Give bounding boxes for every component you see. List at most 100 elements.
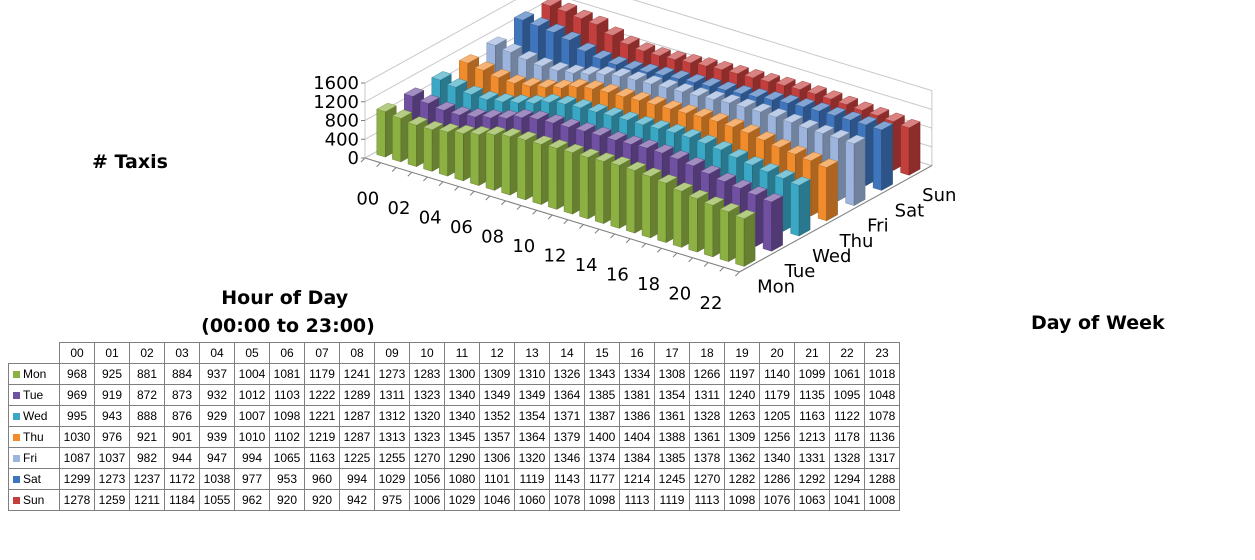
bar-face-top bbox=[767, 108, 788, 118]
table-column-header: 12 bbox=[479, 342, 515, 364]
table-cell: 1041 bbox=[829, 489, 865, 511]
bar-face-top bbox=[735, 98, 757, 108]
y-tick-label: Sun bbox=[922, 185, 956, 206]
bar-face-top bbox=[685, 73, 706, 83]
table-cell: 1364 bbox=[514, 426, 550, 448]
bar-face-top bbox=[845, 134, 866, 145]
table-cell: 1283 bbox=[409, 363, 445, 385]
table-cell: 1098 bbox=[269, 405, 305, 427]
series-name: Thu bbox=[23, 430, 44, 444]
bar-face-top bbox=[625, 161, 647, 171]
bar-face-front bbox=[376, 108, 386, 158]
bar-face-top bbox=[668, 150, 690, 160]
data-table: 00 01 02 03 04 05 06 07 08 09 10 11 12 13 14 15 16 17 18 19… bbox=[8, 342, 900, 511]
bar-face-top bbox=[653, 144, 674, 154]
bar-face-top bbox=[630, 91, 651, 101]
legend-swatch-icon bbox=[13, 392, 20, 400]
table-cell: 1007 bbox=[234, 405, 270, 427]
bar-face-front bbox=[548, 145, 558, 210]
table-cell: 1311 bbox=[689, 384, 725, 406]
x-tick-mark bbox=[360, 157, 366, 163]
table-cell: 1255 bbox=[374, 447, 410, 469]
bar-face-front bbox=[485, 132, 495, 191]
bar-face-top bbox=[524, 94, 546, 105]
bar-face-top bbox=[696, 134, 718, 144]
table-cell: 884 bbox=[164, 363, 200, 385]
table-cell: 1326 bbox=[549, 363, 585, 385]
table-cell: 929 bbox=[199, 405, 235, 427]
table-cell: 1095 bbox=[829, 384, 865, 406]
bar-face-top bbox=[474, 61, 495, 71]
table-cell: 1172 bbox=[164, 468, 200, 490]
bar-face-top bbox=[712, 141, 733, 151]
x-tick-label: 10 bbox=[512, 236, 535, 257]
bar-face-top bbox=[634, 42, 656, 52]
table-cell: 1294 bbox=[829, 468, 865, 490]
bar-face-side bbox=[826, 161, 838, 222]
table-cell: 1119 bbox=[514, 468, 550, 490]
bar-face-front bbox=[790, 182, 800, 237]
bar-face-top bbox=[744, 69, 765, 79]
bar-face-top bbox=[579, 65, 601, 76]
table-cell: 1241 bbox=[339, 363, 375, 385]
table-cell: 1374 bbox=[584, 447, 620, 469]
table-cell: 901 bbox=[164, 426, 200, 448]
legend-swatch-icon bbox=[13, 476, 20, 484]
x-tick-mark bbox=[735, 271, 740, 277]
bar-face-top bbox=[758, 163, 780, 173]
bar-face-top bbox=[665, 124, 686, 134]
table-cell: 1222 bbox=[304, 384, 340, 406]
x-tick-mark bbox=[594, 228, 600, 234]
bar-face-top bbox=[708, 112, 729, 122]
bar-face-top bbox=[680, 128, 702, 139]
table-cell: 953 bbox=[269, 468, 305, 490]
table-cell: 1163 bbox=[304, 447, 340, 469]
bar-face-front bbox=[762, 199, 772, 252]
bar-face-top bbox=[806, 85, 828, 95]
series-name: Sun bbox=[23, 493, 45, 507]
bar-face-top bbox=[540, 93, 562, 103]
x-tick-mark bbox=[719, 266, 725, 272]
bar-face-top bbox=[732, 85, 753, 95]
bar-face-top bbox=[654, 66, 675, 76]
table-row: Mon 968 925 881 884 937 1004 1081 1179 1241 1273 12… bbox=[8, 363, 900, 385]
gridline bbox=[364, 0, 933, 92]
table-cell: 1379 bbox=[549, 426, 585, 448]
table-row: Fri 1087 1037 982 944 947 994 1065 1163 1225 1255 1… bbox=[8, 447, 900, 469]
bar-face-top bbox=[446, 78, 468, 88]
bar-face-top bbox=[493, 93, 515, 103]
table-cell: 1387 bbox=[584, 405, 620, 427]
bar-face-top bbox=[419, 94, 440, 104]
table-cell: 1060 bbox=[514, 489, 550, 511]
gridline bbox=[364, 0, 933, 110]
x-axis-title-line1: Hour of Day bbox=[221, 287, 348, 309]
table-column-header: 15 bbox=[584, 342, 620, 364]
bar-face-front bbox=[470, 132, 480, 186]
table-row-header: Sat bbox=[8, 468, 60, 490]
y-axis-line bbox=[739, 165, 933, 273]
table-cell: 1078 bbox=[549, 489, 585, 511]
table-column-header: 05 bbox=[234, 342, 270, 364]
bar-face-top bbox=[516, 131, 538, 141]
bar-face-top bbox=[567, 78, 589, 88]
x-tick-mark bbox=[485, 195, 491, 201]
bar-face-side bbox=[771, 195, 783, 252]
table-cell: 944 bbox=[164, 447, 200, 469]
table-column-header: 16 bbox=[619, 342, 655, 364]
bar-face-top bbox=[590, 126, 612, 136]
x-tick-mark bbox=[376, 162, 381, 168]
bar-face-top bbox=[403, 87, 425, 97]
table-cell: 1263 bbox=[724, 405, 760, 427]
table-row: Sat 1299 1273 1237 1172 1038 977 953 960 994 1029 1… bbox=[8, 468, 900, 490]
table-column-header: 03 bbox=[164, 342, 200, 364]
table-cell: 1349 bbox=[514, 384, 550, 406]
table-cell: 1113 bbox=[619, 489, 655, 511]
table-cell: 1334 bbox=[619, 363, 655, 385]
table-cell: 1037 bbox=[94, 447, 130, 469]
bar-face-top bbox=[618, 111, 640, 121]
x-tick-label: 08 bbox=[481, 226, 504, 247]
bar-face-top bbox=[868, 106, 890, 117]
bar-face-top bbox=[559, 118, 581, 128]
bar-face-top bbox=[376, 102, 397, 112]
bar-face-top bbox=[649, 120, 671, 130]
